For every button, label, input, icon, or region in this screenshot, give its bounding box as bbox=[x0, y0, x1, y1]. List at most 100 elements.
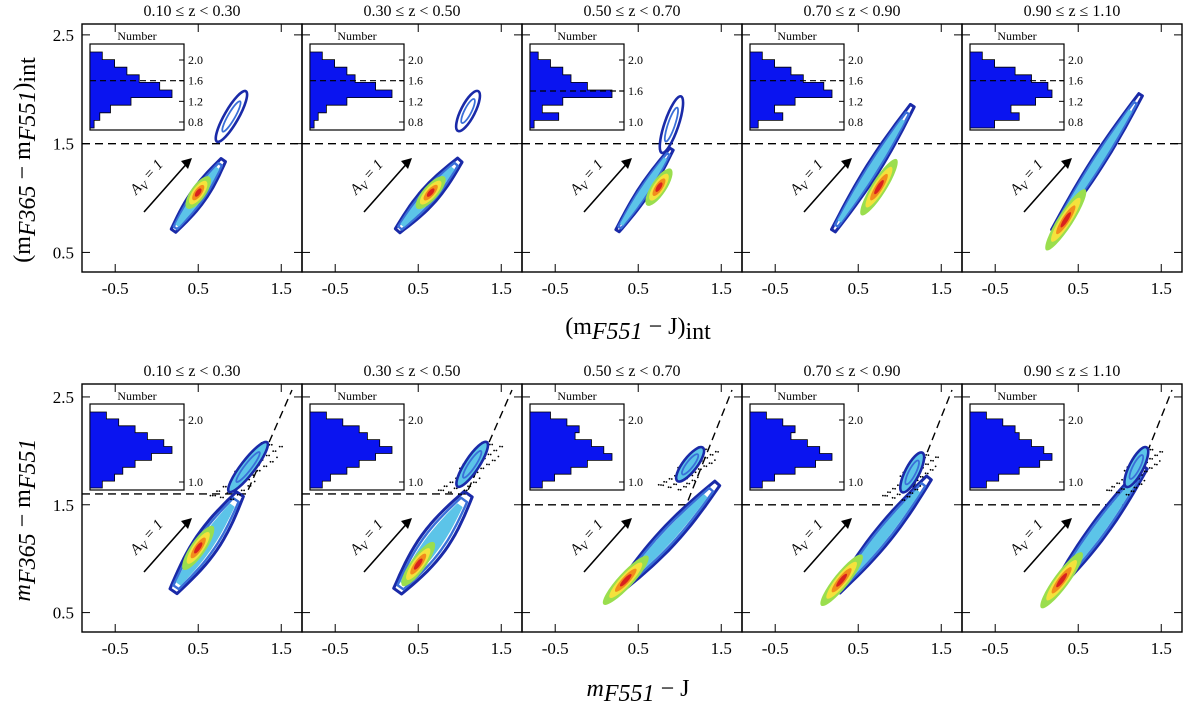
panel-title: 0.10 ≤ z < 0.30 bbox=[144, 3, 241, 20]
scatter-point bbox=[894, 487, 896, 490]
inset-tick-label: 0.8 bbox=[188, 115, 203, 129]
panel-title: 0.50 ≤ z < 0.70 bbox=[584, 363, 681, 380]
contour-upper-inner bbox=[681, 453, 700, 476]
scatter-point bbox=[675, 483, 678, 486]
scatter-point bbox=[1118, 491, 1120, 494]
scatter-point bbox=[1111, 485, 1113, 488]
scatter-point bbox=[706, 457, 709, 459]
inset-title: Number bbox=[997, 389, 1036, 403]
inset-histogram bbox=[529, 411, 613, 489]
scatter-point bbox=[927, 454, 930, 456]
top-ylabel-part-c: − m bbox=[10, 141, 36, 186]
inset-tick-label: 1.2 bbox=[408, 94, 423, 108]
inset-title: Number bbox=[557, 389, 596, 403]
scatter-point bbox=[703, 465, 705, 467]
inset-tick-label: 2.0 bbox=[848, 53, 863, 67]
density-peak-red bbox=[413, 558, 423, 570]
scatter-point bbox=[1138, 483, 1141, 485]
panel-top-2: 0.30 ≤ z < 0.50 -0.5 0.5 1.5 AV = 1 Number 2.0… bbox=[301, 3, 523, 298]
panel-bottom-5: 0.90 ≤ z ≤ 1.10 -0.5 0.5 1.5 AV = 1 Number 2.0… bbox=[961, 363, 1183, 658]
panel-title: 0.70 ≤ z < 0.90 bbox=[804, 3, 901, 20]
bottom-y-axis-label: mF365 − mF551 bbox=[10, 439, 41, 602]
x-tick-label: 1.5 bbox=[491, 279, 512, 298]
scatter-point bbox=[709, 453, 712, 456]
x-tick-label: -0.5 bbox=[542, 279, 569, 298]
x-tick-label: 1.5 bbox=[931, 279, 952, 298]
scatter-point bbox=[258, 469, 261, 472]
scatter-point bbox=[919, 475, 922, 478]
scatter-point bbox=[489, 443, 491, 446]
x-tick-label: -0.5 bbox=[982, 639, 1009, 658]
extinction-label: AV = 1 bbox=[787, 157, 829, 201]
scatter-point bbox=[482, 467, 485, 470]
reddening-vector bbox=[363, 519, 411, 573]
scatter-point bbox=[1130, 490, 1133, 493]
scatter-point bbox=[711, 454, 714, 456]
reddening-vector bbox=[583, 519, 631, 573]
scatter-point bbox=[211, 494, 214, 497]
scatter-point bbox=[219, 496, 222, 499]
reddening-vector bbox=[1023, 159, 1071, 213]
contour-upper-inner bbox=[663, 106, 679, 143]
scatter-point bbox=[1158, 460, 1161, 462]
scatter-point bbox=[493, 449, 495, 452]
inset-tick-label: 1.2 bbox=[1068, 94, 1083, 108]
scatter-point bbox=[1123, 488, 1125, 490]
scatter-point bbox=[437, 489, 440, 492]
inset-title: Number bbox=[777, 389, 816, 403]
scatter-point bbox=[691, 474, 694, 477]
scatter-point bbox=[453, 487, 456, 490]
selection-boundary bbox=[742, 389, 953, 506]
inset-tick-label: 1.0 bbox=[408, 475, 423, 489]
panel-bottom-3: 0.50 ≤ z < 0.70 -0.5 0.5 1.5 AV = 1 Number 2.0… bbox=[521, 363, 743, 658]
scatter-point bbox=[887, 491, 889, 493]
x-tick-label: 0.5 bbox=[1068, 639, 1089, 658]
scatter-point bbox=[705, 465, 708, 468]
inset-tick-label: 1.0 bbox=[188, 475, 203, 489]
inset-histogram bbox=[89, 51, 173, 129]
scatter-point bbox=[225, 485, 227, 488]
inset-tick-label: 1.6 bbox=[628, 84, 643, 98]
contour-outer bbox=[613, 479, 722, 595]
scatter-point bbox=[472, 481, 475, 484]
contour-upper bbox=[674, 445, 706, 483]
panel-title: 0.90 ≤ z ≤ 1.10 bbox=[1024, 363, 1121, 380]
scatter-point bbox=[247, 485, 250, 487]
scatter-point bbox=[693, 479, 696, 482]
scatter-point bbox=[491, 459, 494, 462]
inset-histogram bbox=[309, 411, 393, 489]
bottom-xlabel-part-c: − J bbox=[655, 676, 690, 702]
selection-boundary bbox=[302, 389, 513, 495]
contour-upper bbox=[898, 451, 926, 494]
panel-bottom-1: 0.10 ≤ z < 0.30 -0.5 0.5 1.5 0.5 1.5 2.5 AV = 1… bbox=[53, 363, 303, 658]
density-peak-red bbox=[426, 188, 435, 197]
scatter-point bbox=[668, 477, 671, 480]
inset-title: Number bbox=[117, 389, 156, 403]
extinction-label: AV = 1 bbox=[567, 157, 609, 201]
inset-tick-label: 2.0 bbox=[188, 413, 203, 427]
scatter-point bbox=[455, 487, 458, 490]
density-peak-red bbox=[655, 182, 663, 192]
bottom-ylabel-part-b: F365 bbox=[15, 533, 41, 585]
scatter-point bbox=[660, 484, 662, 486]
top-xlabel-part-b: F551 bbox=[591, 319, 643, 345]
contour-inner bbox=[1058, 109, 1132, 222]
panel-title: 0.50 ≤ z < 0.70 bbox=[584, 3, 681, 20]
scatter-point bbox=[930, 459, 932, 462]
scatter-point bbox=[281, 445, 283, 448]
panel-top-3: 0.50 ≤ z < 0.70 -0.5 0.5 1.5 AV = 1 Number 2.0… bbox=[521, 3, 743, 298]
scatter-point bbox=[697, 468, 700, 470]
inset-tick-label: 2.0 bbox=[1068, 413, 1083, 427]
scatter-point bbox=[1159, 450, 1161, 453]
scatter-point bbox=[256, 469, 259, 472]
panel-bottom-2: 0.30 ≤ z < 0.50 -0.5 0.5 1.5 AV = 1 Number 2.0… bbox=[301, 363, 523, 658]
scatter-point bbox=[253, 480, 256, 483]
panel-top-5: 0.90 ≤ z ≤ 1.10 -0.5 0.5 1.5 AV = 1 Number 2.0… bbox=[961, 3, 1183, 298]
scatter-point bbox=[240, 489, 243, 492]
contour-outer bbox=[1050, 92, 1144, 234]
scatter-point bbox=[232, 498, 235, 501]
scatter-point bbox=[447, 491, 450, 494]
contour-middle bbox=[618, 486, 715, 590]
scatter-point bbox=[884, 494, 886, 497]
inset-tick-label: 1.2 bbox=[848, 94, 863, 108]
